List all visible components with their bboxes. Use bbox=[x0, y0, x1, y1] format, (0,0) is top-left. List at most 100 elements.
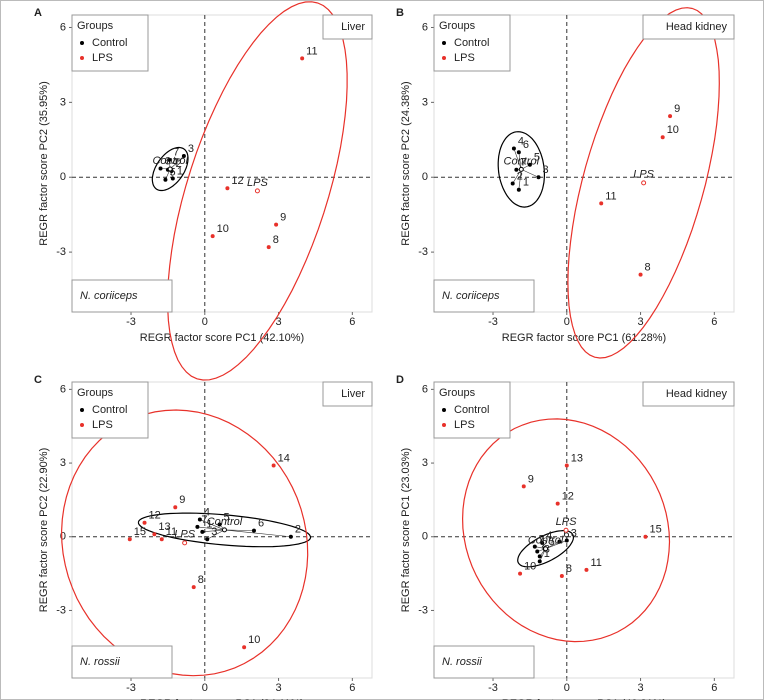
centroid bbox=[182, 540, 188, 546]
legend-title: Groups bbox=[77, 387, 114, 399]
point-label: 9 bbox=[674, 103, 680, 115]
point-label: 2 bbox=[176, 158, 182, 170]
confidence-ellipse bbox=[517, 529, 574, 568]
y-tick-label: 6 bbox=[422, 383, 428, 395]
y-tick-label: -3 bbox=[418, 246, 428, 258]
x-tick-label: -3 bbox=[488, 316, 498, 328]
x-tick-label: 0 bbox=[564, 682, 570, 694]
y-axis-title: REGR factor score PC2 (22.90%) bbox=[38, 448, 50, 612]
x-tick-label: 3 bbox=[275, 682, 281, 694]
y-tick-label: 0 bbox=[422, 531, 428, 543]
point-label: 4 bbox=[172, 157, 178, 169]
spider-line bbox=[197, 526, 225, 531]
y-tick-label: -3 bbox=[56, 246, 66, 258]
point bbox=[173, 505, 178, 510]
legend-box bbox=[433, 14, 511, 72]
point bbox=[195, 524, 200, 529]
point bbox=[197, 517, 202, 522]
y-axis-title: REGR factor score PC1 (23.03%) bbox=[400, 448, 412, 612]
species-label: N. rossii bbox=[80, 656, 120, 668]
point-label: 7 bbox=[173, 147, 179, 159]
legend-marker bbox=[442, 423, 446, 427]
point-label: 2 bbox=[295, 524, 301, 536]
tissue-box bbox=[642, 381, 735, 407]
y-tick-label: 3 bbox=[60, 96, 66, 108]
legend-label: LPS bbox=[454, 419, 475, 431]
point bbox=[167, 157, 172, 162]
species-label: N. coriiceps bbox=[442, 290, 500, 302]
panel-letter: C bbox=[34, 374, 42, 386]
centroid-label: Control bbox=[207, 516, 243, 528]
point-label: 1 bbox=[177, 165, 183, 177]
x-axis-title: REGR factor score PC1 (40.81%) bbox=[502, 698, 666, 700]
legend-marker bbox=[80, 408, 84, 412]
point-label: 6 bbox=[165, 155, 171, 167]
confidence-ellipse bbox=[151, 146, 189, 192]
x-tick-label: 6 bbox=[711, 682, 717, 694]
spider-line bbox=[207, 529, 225, 540]
legend-marker bbox=[442, 41, 446, 45]
point bbox=[217, 522, 222, 527]
point bbox=[536, 175, 541, 180]
point-label: 7 bbox=[201, 514, 207, 526]
species-label: N. rossii bbox=[442, 656, 482, 668]
point-label: 1 bbox=[206, 519, 212, 531]
species-box bbox=[71, 645, 173, 679]
centroid-label: LPS bbox=[633, 169, 654, 181]
legend-title: Groups bbox=[439, 20, 476, 32]
legend-title: Groups bbox=[77, 20, 114, 32]
point bbox=[537, 554, 542, 559]
point bbox=[510, 181, 515, 186]
confidence-ellipse bbox=[461, 418, 671, 643]
point bbox=[170, 176, 175, 181]
x-axis-title: REGR factor score PC1 (61.28%) bbox=[502, 332, 666, 344]
point bbox=[557, 539, 562, 544]
point bbox=[127, 537, 132, 542]
point-label: 13 bbox=[571, 452, 583, 464]
point-label: 5 bbox=[534, 152, 540, 164]
y-tick-label: 3 bbox=[60, 457, 66, 469]
confidence-ellipse bbox=[60, 409, 309, 677]
point-label: 8 bbox=[273, 234, 279, 246]
point bbox=[514, 167, 519, 172]
point bbox=[535, 549, 540, 554]
point bbox=[200, 529, 205, 534]
point bbox=[516, 150, 521, 155]
point bbox=[668, 114, 673, 119]
point bbox=[559, 574, 564, 579]
point bbox=[537, 559, 542, 564]
point-label: 1 bbox=[523, 177, 529, 189]
centroid bbox=[254, 188, 260, 194]
centroid bbox=[641, 180, 647, 186]
spider-line bbox=[545, 540, 567, 550]
point-label: 4 bbox=[546, 530, 552, 542]
centroid-label: Control bbox=[152, 155, 188, 167]
point bbox=[643, 534, 648, 539]
point bbox=[521, 484, 526, 489]
x-tick-label: 3 bbox=[637, 316, 643, 328]
point-label: 8 bbox=[645, 261, 651, 273]
point bbox=[300, 56, 305, 61]
point-label: 15 bbox=[134, 526, 146, 538]
spider-line bbox=[169, 155, 185, 170]
point-label: 5 bbox=[169, 167, 175, 179]
point bbox=[210, 234, 215, 239]
tissue-label: Liver bbox=[341, 388, 365, 400]
point bbox=[158, 166, 163, 171]
point-label: 1 bbox=[544, 548, 550, 560]
centroid-label: Control bbox=[504, 155, 540, 167]
point bbox=[251, 528, 256, 533]
centroid-label: LPS bbox=[174, 529, 195, 541]
point bbox=[584, 567, 589, 572]
x-tick-label: -3 bbox=[126, 682, 136, 694]
point-label: 6 bbox=[258, 518, 264, 530]
legend-label: Control bbox=[92, 37, 127, 49]
spider-line bbox=[512, 169, 522, 184]
y-tick-label: 0 bbox=[60, 531, 66, 543]
y-tick-label: 0 bbox=[60, 171, 66, 183]
centroid bbox=[518, 166, 524, 172]
point-label: 13 bbox=[158, 521, 170, 533]
y-tick-label: 6 bbox=[60, 21, 66, 33]
panel-letter: A bbox=[34, 7, 42, 19]
point-label: 12 bbox=[562, 490, 574, 502]
